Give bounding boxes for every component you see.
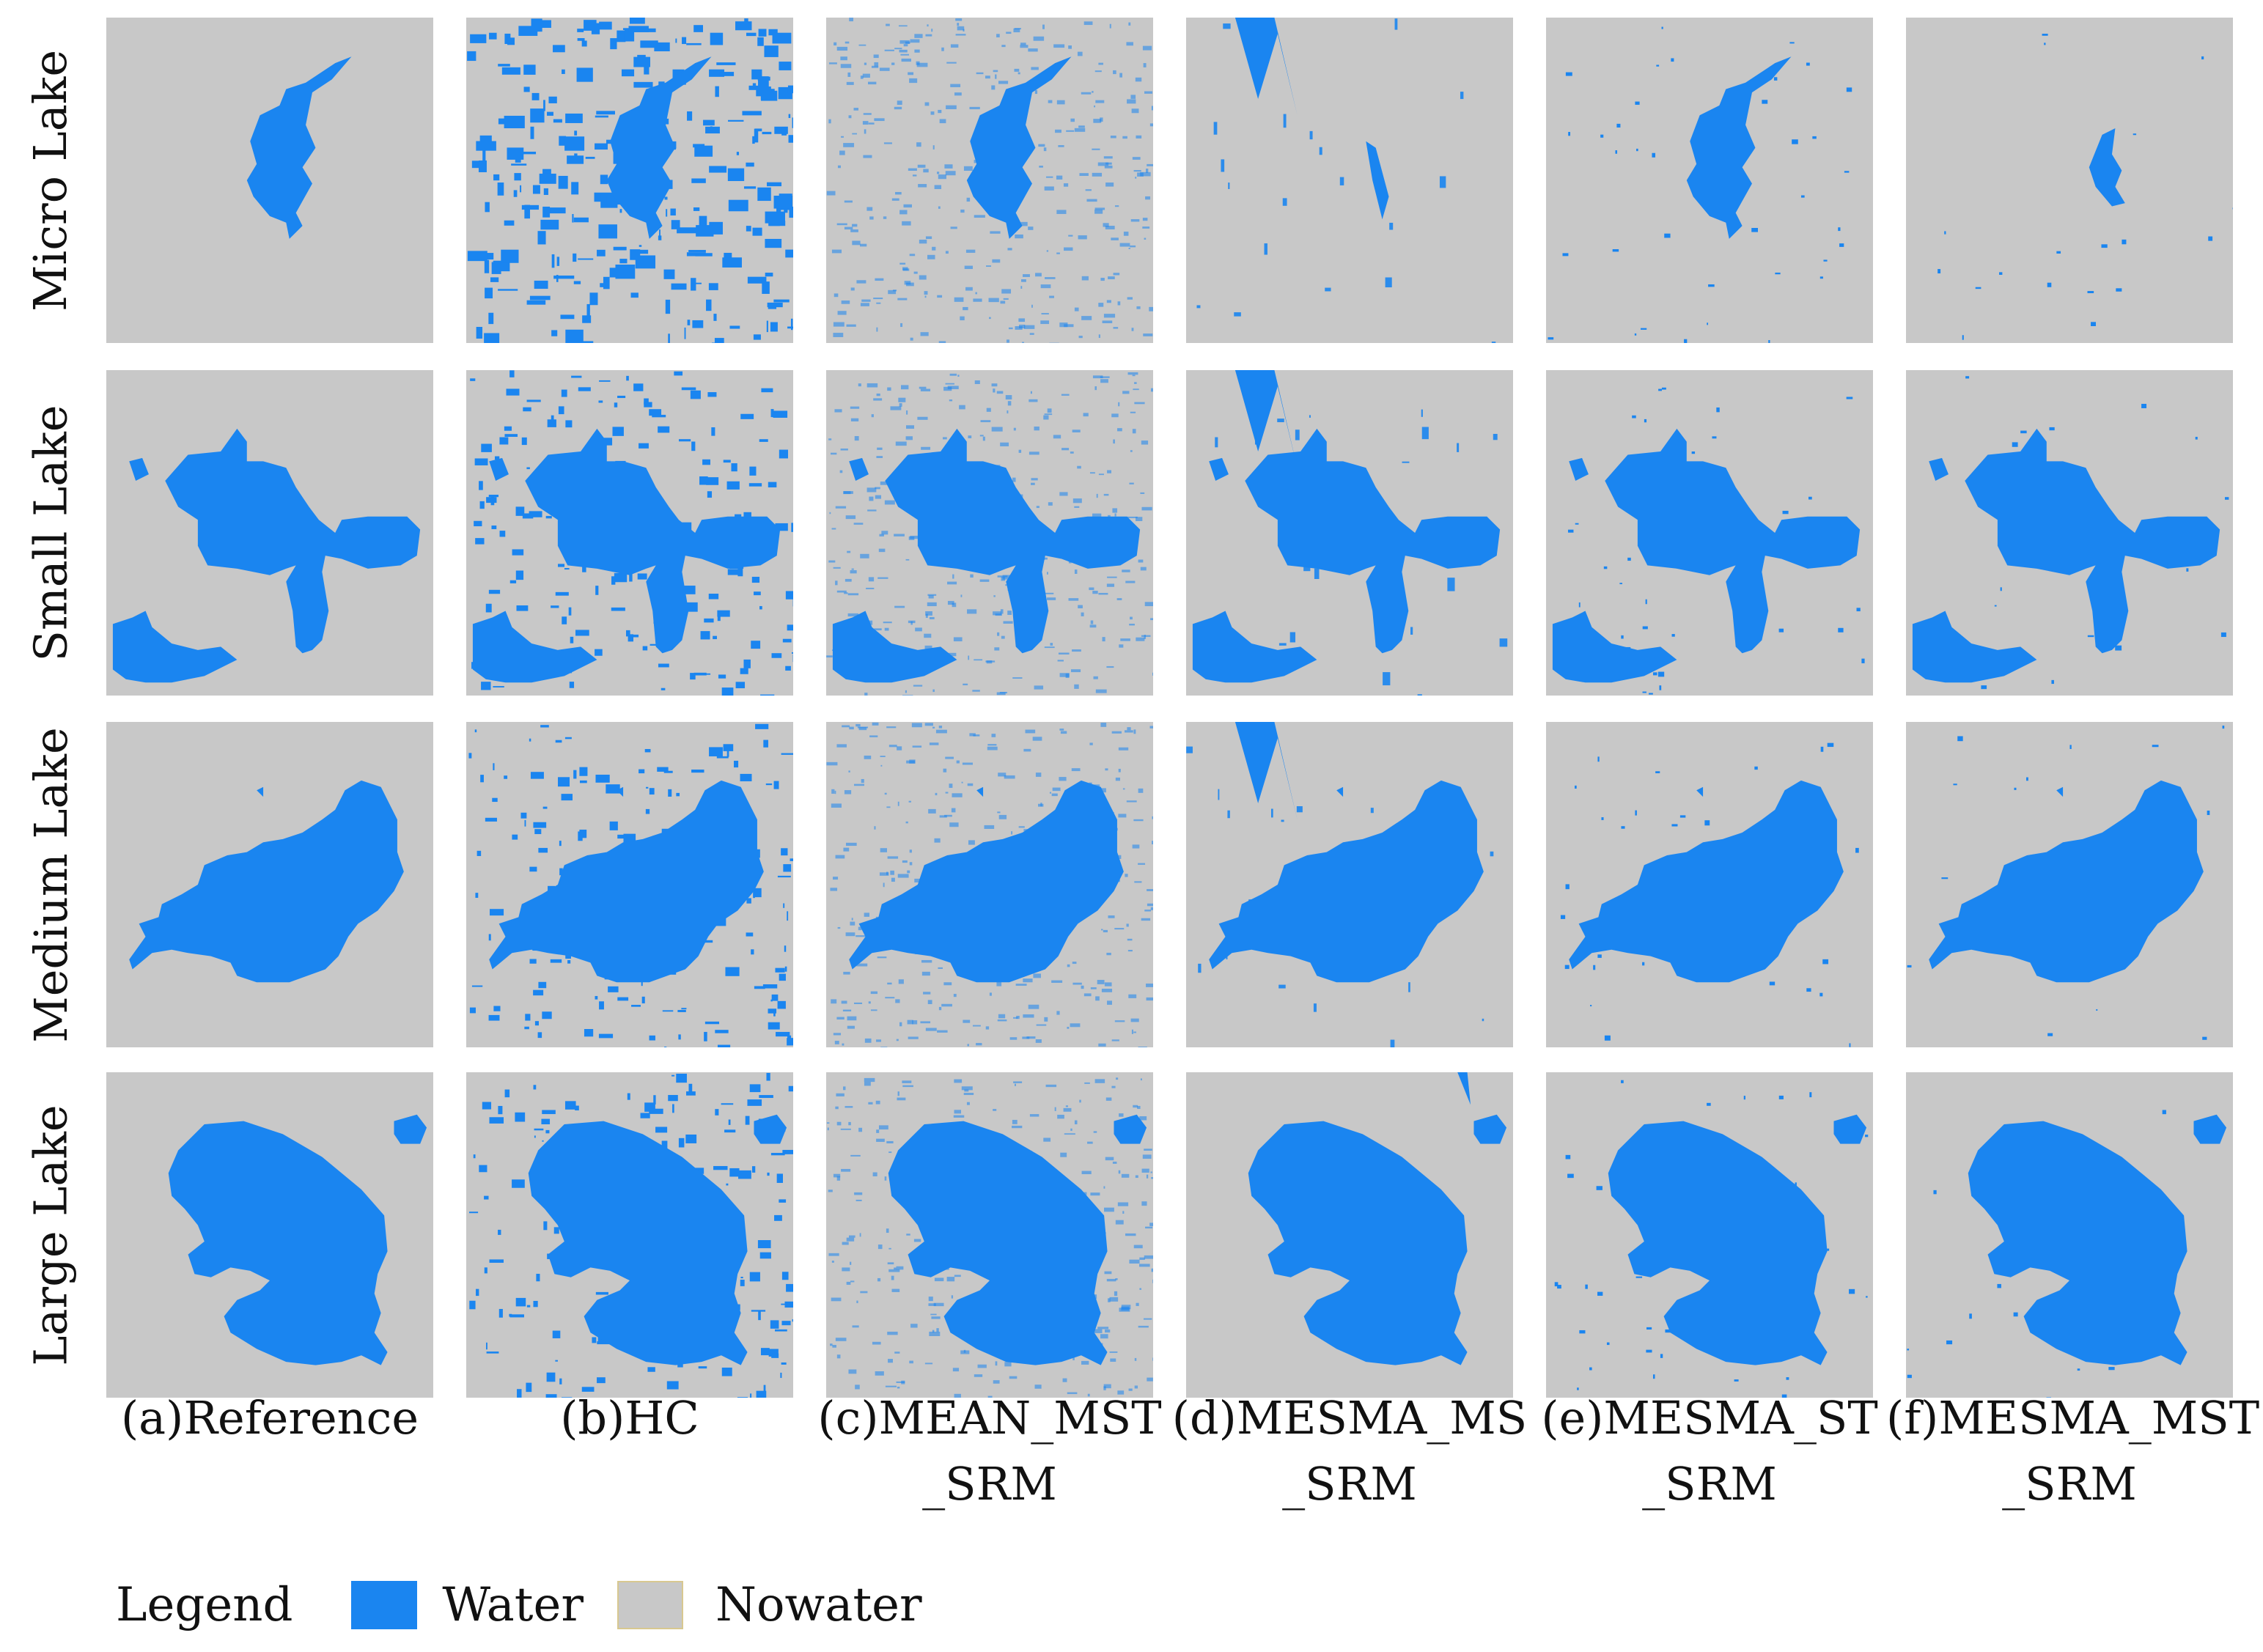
map-tile-large-d	[1186, 1072, 1513, 1398]
map-tile-medium-f	[1906, 722, 2233, 1047]
row-label-micro-text: Micro Lake	[23, 49, 78, 311]
row-label-small-text: Small Lake	[23, 405, 78, 661]
map-tile-medium-b	[466, 722, 793, 1047]
map-tile-small-b	[466, 370, 793, 696]
map-tile-large-e	[1546, 1072, 1873, 1398]
row-label-micro: Micro Lake	[18, 18, 84, 343]
map-tile-micro-e	[1546, 18, 1873, 343]
row-label-medium: Medium Lake	[18, 722, 84, 1047]
map-tile-large-b	[466, 1072, 793, 1398]
legend-nowater-label: Nowater	[715, 1578, 922, 1632]
map-tile-large-f	[1906, 1072, 2233, 1398]
legend-title: Legend	[116, 1578, 293, 1632]
legend-water-swatch	[351, 1581, 418, 1629]
row-label-large: Large Lake	[18, 1072, 84, 1398]
row-label-large-text: Large Lake	[23, 1104, 78, 1366]
map-tile-small-f	[1906, 370, 2233, 696]
map-tile-micro-a	[106, 18, 433, 343]
map-tile-small-d	[1186, 370, 1513, 696]
map-tile-small-a	[106, 370, 433, 696]
map-tile-medium-a	[106, 722, 433, 1047]
legend-nowater-swatch	[617, 1581, 683, 1629]
map-tile-micro-b	[466, 18, 793, 343]
map-tile-small-c	[826, 370, 1153, 696]
col-label-reference: (a)Reference	[120, 1391, 419, 1445]
row-label-small: Small Lake	[18, 370, 84, 696]
map-tile-micro-c	[826, 18, 1153, 343]
map-tile-micro-f	[1906, 18, 2233, 343]
map-tile-large-a	[106, 1072, 433, 1398]
map-tile-medium-c	[826, 722, 1153, 1047]
legend: Legend Water Nowater	[116, 1576, 922, 1634]
row-label-medium-text: Medium Lake	[23, 726, 78, 1043]
map-tile-small-e	[1546, 370, 1873, 696]
col-label-mesma-ms-srm: (d)MESMA_MS _SRM	[1171, 1391, 1528, 1511]
map-tile-medium-e	[1546, 722, 1873, 1047]
col-label-mean-mst-srm: (c)MEAN_MST _SRM	[817, 1391, 1162, 1511]
map-tile-micro-d	[1186, 18, 1513, 343]
col-label-mesma-mst-srm: (f)MESMA_MST _SRM	[1886, 1391, 2260, 1511]
legend-water-label: Water	[442, 1578, 584, 1632]
map-tile-large-c	[826, 1072, 1153, 1398]
col-label-hc: (b)HC	[560, 1391, 699, 1445]
col-label-mesma-st-srm: (e)MESMA_ST _SRM	[1541, 1391, 1878, 1511]
map-tile-medium-d	[1186, 722, 1513, 1047]
